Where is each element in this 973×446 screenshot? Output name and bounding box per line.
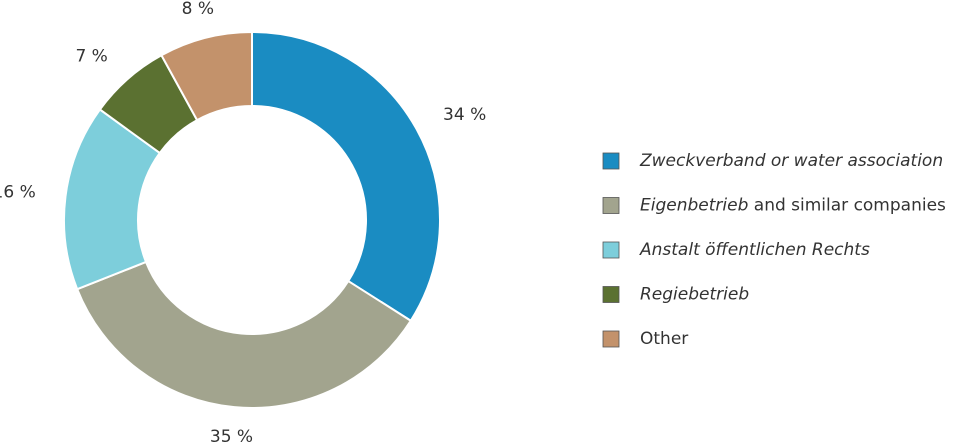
legend-label-part: Regiebetrieb [640,285,749,305]
legend-swatch [602,286,620,303]
slice-label: 16 % [0,183,36,203]
donut-slice [160,30,253,122]
legend-label: Regiebetrieb [640,285,749,305]
legend-swatch [602,197,620,214]
slice-label: 7 % [75,46,107,66]
legend-swatch [602,241,620,259]
legend-label-part: Other [640,329,688,349]
legend-label: Zweckverband or water association [639,151,943,171]
legend-label-part: and similar companies [748,196,946,216]
legend-swatch [602,152,620,170]
legend-label-part: Eigenbetrieb [640,196,748,216]
slice-label: 35 % [210,427,253,446]
donut-slice [251,30,441,323]
slice-label: 34 % [443,105,486,125]
slice-label: 8 % [182,0,214,19]
legend-label: Other [640,329,688,349]
legend-label: Eigenbetrieb and similar companies [640,196,946,216]
legend-label: Anstalt öffentlichen Rechts [639,240,870,260]
legend-label-part: Zweckverband or water association [639,151,943,171]
donut-slice [75,260,413,409]
legend-label-part: Anstalt öffentlichen Rechts [639,240,870,260]
legend-swatch [602,330,620,348]
